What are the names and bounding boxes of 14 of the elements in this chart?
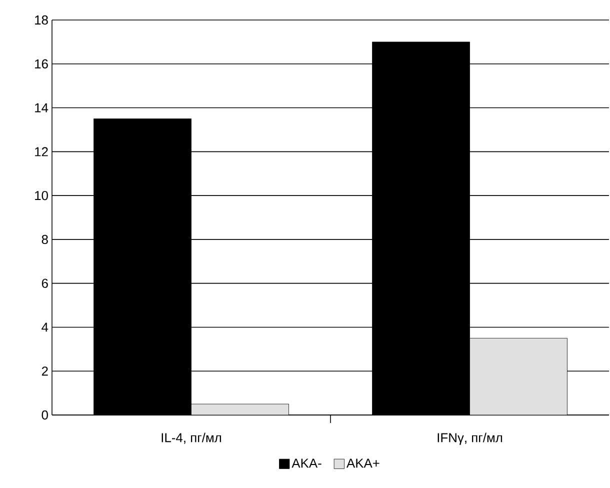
y-tick-label: 14 [35,103,48,112]
y-tick-label: 12 [35,147,48,156]
y-tick-label: 18 [35,15,48,25]
y-tick-label: 4 [42,322,48,332]
legend-label: AKA+ [346,458,380,468]
x-tick-label: IL-4, пг/мл [162,432,222,444]
x-tick-label: IFNγ, пг/мл [438,432,502,445]
y-tick-label: 6 [42,278,48,288]
y-tick-label: 8 [42,234,48,244]
legend-label: AKA- [292,458,322,468]
y-tick-label: 2 [42,366,48,376]
y-tick-label: 10 [35,190,48,200]
y-tick-label: 16 [35,59,48,68]
y-tick-label: 0 [42,410,48,420]
